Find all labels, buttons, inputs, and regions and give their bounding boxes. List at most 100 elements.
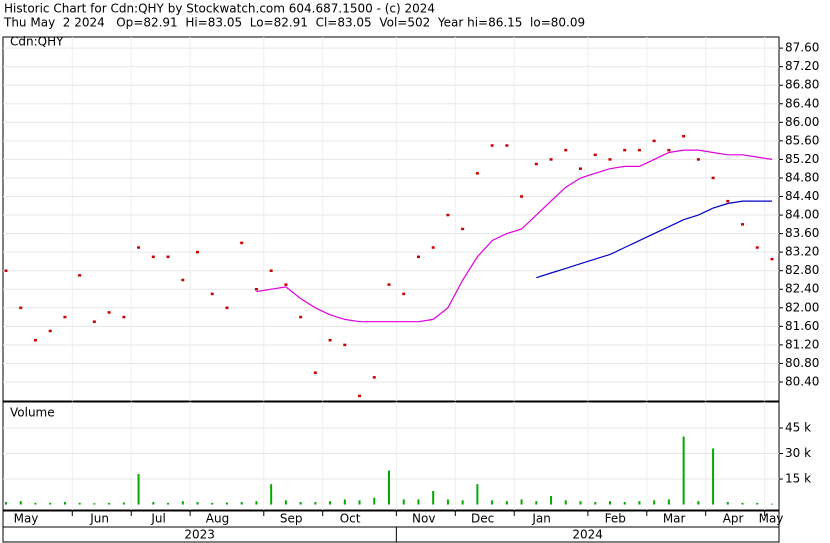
volume-bar [343, 499, 346, 505]
volume-bar [535, 501, 538, 505]
x-tick-label: May [14, 512, 39, 526]
volume-bar [461, 500, 464, 505]
y-tick-label: 87.20 [785, 59, 819, 73]
y-tick-label: 86.40 [785, 96, 819, 110]
y-tick-label: 84.80 [785, 170, 819, 184]
x-tick-label: Dec [471, 512, 494, 526]
volume-bar [594, 502, 597, 505]
volume-bar [564, 500, 567, 505]
volume-bar [579, 501, 582, 505]
y-tick-label: 87.60 [785, 41, 819, 55]
volume-bar [726, 502, 729, 505]
volume-bar [505, 501, 508, 505]
y-tick-label: 82.40 [785, 282, 819, 296]
y-tick-label: 84.00 [785, 208, 819, 222]
volume-bar [697, 501, 700, 505]
volume-bar [108, 502, 111, 505]
volume-bar [63, 502, 66, 505]
volume-bar [270, 484, 273, 505]
y-tick-label: 81.60 [785, 319, 819, 333]
volume-bar [771, 503, 773, 505]
moving-average [536, 200, 772, 279]
x-tick-label: Mar [663, 512, 686, 526]
y-tick-label: 85.20 [785, 152, 819, 166]
volume-bar [181, 501, 184, 505]
volume-bar [682, 436, 685, 505]
volume-bar [196, 502, 199, 505]
volume-bar [446, 499, 449, 505]
chart-subtitle: Thu May 2 2024 Op=82.91 Hi=83.05 Lo=82.9… [3, 16, 585, 30]
y-tick-label: 81.20 [785, 337, 819, 351]
volume-bar [314, 502, 317, 505]
volume-bar [653, 500, 656, 505]
volume-bar [623, 502, 626, 505]
volume-bar [550, 496, 553, 505]
year-label: 2024 [572, 528, 603, 542]
volume-bar [93, 503, 96, 505]
volume-bar [5, 502, 7, 505]
volume-bar [388, 470, 390, 505]
x-tick-label: Jun [89, 512, 109, 526]
x-tick-label: Oct [340, 512, 361, 526]
volume-bar [373, 497, 376, 505]
volume-bar [49, 502, 52, 505]
volume-bar [712, 448, 715, 505]
volume-title: Volume [10, 406, 55, 420]
volume-bar [284, 500, 287, 505]
volume-bar [137, 473, 140, 505]
series-label: Cdn:QHY [10, 35, 64, 49]
y-tick-label: 30 k [785, 446, 811, 460]
y-tick-label: 15 k [785, 472, 811, 486]
volume-bar [667, 499, 670, 505]
volume-bar [255, 501, 258, 505]
volume-bar [122, 502, 125, 505]
volume-bar [520, 499, 523, 505]
y-tick-label: 83.20 [785, 245, 819, 259]
y-tick-label: 80.40 [785, 374, 819, 388]
moving-average [256, 149, 773, 323]
volume-bar [78, 502, 81, 505]
y-tick-label: 83.60 [785, 226, 819, 240]
volume-bar [152, 502, 155, 505]
x-tick-label: Aug [206, 512, 229, 526]
volume-bar [34, 502, 37, 505]
volume-bar [225, 502, 228, 505]
y-tick-label: 45 k [785, 421, 811, 435]
price-frame [2, 36, 780, 402]
x-tick-label: Jul [150, 512, 165, 526]
x-tick-label: Sep [280, 512, 303, 526]
x-tick-label: Feb [605, 512, 626, 526]
x-tick-label: Jan [531, 512, 551, 526]
volume-bar [476, 484, 479, 505]
x-tick-label: Nov [412, 512, 435, 526]
y-tick-label: 86.00 [785, 115, 819, 129]
volume-bar [299, 502, 302, 505]
volume-bar [608, 501, 611, 505]
volume-bar [756, 502, 759, 505]
volume-bar [417, 499, 420, 505]
volume-bar [491, 500, 494, 505]
volume-bar [240, 502, 243, 505]
y-tick-label: 82.80 [785, 263, 819, 277]
volume-bar [19, 501, 22, 505]
year-label: 2023 [184, 528, 215, 542]
x-tick-label: Apr [723, 512, 744, 526]
y-tick-label: 86.80 [785, 78, 819, 92]
volume-bar [211, 502, 214, 505]
volume-bar [358, 500, 361, 505]
volume-bar [402, 499, 405, 505]
x-tick-label: May [759, 512, 784, 526]
chart-title: Historic Chart for Cdn:QHY by Stockwatch… [4, 2, 435, 16]
y-tick-label: 85.60 [785, 133, 819, 147]
y-tick-label: 80.80 [785, 356, 819, 370]
y-tick-label: 82.00 [785, 300, 819, 314]
y-tick-label: 84.40 [785, 189, 819, 203]
volume-bar [167, 502, 170, 505]
volume-bar [638, 501, 641, 505]
volume-bar [432, 490, 435, 505]
volume-bar [741, 502, 744, 505]
volume-bar [329, 501, 332, 505]
volume-frame [2, 401, 780, 511]
